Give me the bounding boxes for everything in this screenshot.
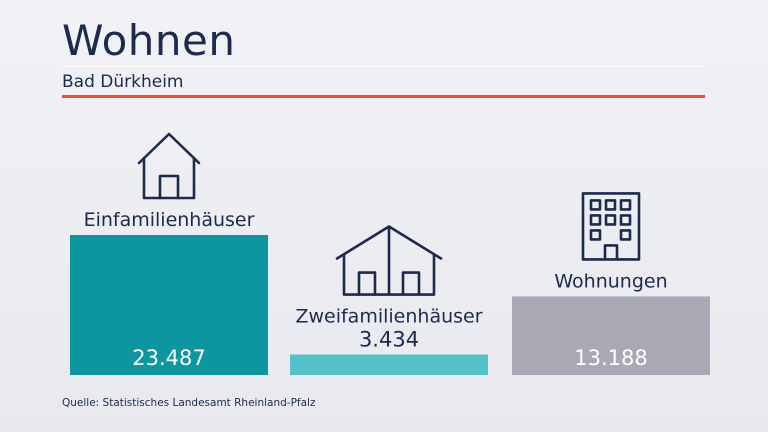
accent-divider	[62, 95, 705, 98]
bar-1	[290, 354, 488, 375]
bar-value-label: 3.434	[359, 328, 419, 352]
title-divider	[62, 66, 705, 67]
bar-value-label: 23.487	[132, 346, 205, 370]
source-note: Quelle: Statistisches Landesamt Rheinlan…	[62, 397, 316, 409]
bar-0	[70, 235, 268, 375]
apartment-building-icon	[581, 192, 641, 261]
bar-value-label: 13.188	[574, 346, 647, 370]
bar-category-label: Zweifamilienhäuser	[295, 306, 482, 328]
single-house-icon	[137, 132, 201, 200]
page-title: Wohnen	[62, 16, 236, 65]
bar-category-label: Einfamilienhäuser	[84, 209, 255, 231]
page-subtitle: Bad Dürkheim	[62, 72, 184, 92]
bar-2	[512, 296, 710, 375]
double-house-icon	[335, 225, 443, 296]
bar-category-label: Wohnungen	[554, 270, 667, 292]
